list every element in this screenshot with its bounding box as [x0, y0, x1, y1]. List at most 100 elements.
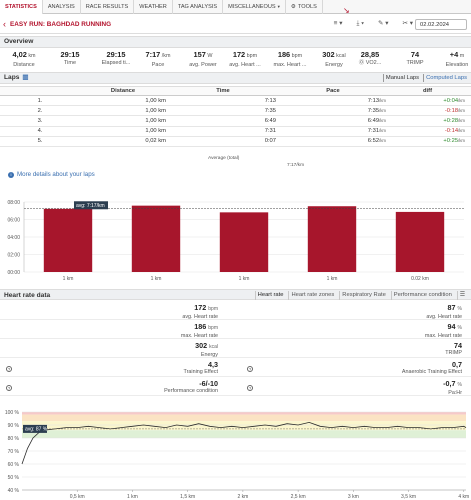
lap-diff-unit: /km — [458, 107, 465, 113]
y-tick-label: 50 % — [8, 475, 20, 481]
lap-distance: 1,00 km — [80, 95, 170, 107]
tools-dropdown-button[interactable]: ✂ ▾ — [402, 20, 413, 27]
hr-stat-label: Training Effect — [183, 369, 218, 375]
tab-tag-analysis[interactable]: TAG ANALYSIS — [173, 0, 224, 14]
overview-stat: +4 m Elevation — [434, 50, 471, 69]
heart-rate-line[interactable] — [21, 421, 467, 465]
overview-number: 186 — [277, 50, 291, 59]
tab-tools[interactable]: ⚙ TOOLS — [286, 0, 323, 14]
table-row[interactable]: 5. 0,02 km 0:07 6:52/km +0:25/km — [0, 136, 471, 147]
hr-stat-label: Energy — [200, 352, 218, 358]
pace-bar[interactable] — [43, 208, 93, 272]
lap-diff: +0:28 — [443, 117, 459, 124]
lap-time: 7:31 — [170, 126, 280, 137]
lap-diff-cell: +0:04/km — [390, 95, 471, 107]
y-tick-label: 02:00 — [7, 253, 20, 259]
pace-bar[interactable] — [395, 211, 445, 272]
hr-tab-4[interactable]: Performance condition — [390, 291, 454, 300]
hr-stat-value: 0,7 — [252, 360, 462, 369]
lap-number: 2. — [0, 105, 80, 117]
pace-bar[interactable] — [219, 212, 269, 272]
y-tick-label: 04:00 — [7, 235, 20, 241]
col-pace[interactable]: Pace — [280, 86, 390, 96]
x-tick-label: 1 km — [239, 276, 250, 282]
average-tag — [23, 424, 47, 433]
laps-mode-toggle: Manual Laps Computed Laps — [382, 74, 467, 82]
pace-bar[interactable] — [131, 205, 181, 272]
hr-stat-number: 302 — [195, 341, 208, 350]
hr-stat-label: Pa:Hr — [448, 390, 462, 396]
table-row[interactable]: 2. 1,00 km 7:35 7:35/km -0:18/km — [0, 105, 471, 117]
hr-tab-5[interactable]: ☰ — [456, 291, 467, 300]
download-dropdown-button[interactable]: ⤓ ▾ — [356, 20, 364, 27]
overview-value: 172 bpm — [222, 50, 268, 61]
hr-stat-label: TRIMP — [445, 350, 462, 356]
help-icon[interactable]: ? — [247, 366, 253, 372]
tab-miscellaneous[interactable]: MISCELLANEOUS ▾ — [223, 0, 286, 14]
table-row[interactable]: 4. 1,00 km 7:31 7:31/km -0:14/km — [0, 126, 471, 137]
date-field[interactable] — [415, 19, 467, 30]
col-distance[interactable]: Distance — [80, 86, 170, 96]
hr-stat-value: 186 bpm — [8, 322, 218, 333]
overview-number: 4,02 — [12, 50, 27, 59]
col-diff[interactable]: diff — [390, 86, 471, 96]
hr-stat-number: 94 — [447, 322, 456, 331]
hr-tab-1[interactable]: Heart rate — [254, 291, 286, 300]
hr-stat-right: 0,7 Anaerobic Training Effect — [252, 360, 462, 376]
tab-race-results[interactable]: RACE RESULTS — [81, 0, 135, 14]
heart-rate-tabs: Heart rate Heart rate zones Respiratory Ra… — [254, 291, 467, 300]
x-tick-label: 0,5 km — [70, 494, 85, 500]
lap-pace-unit: /km — [379, 107, 386, 113]
overview-unit-text: kcal — [336, 53, 346, 59]
tab-statistics[interactable]: STATISTICS — [0, 0, 43, 14]
lap-pace: 6:49 — [367, 117, 380, 124]
hr-stat-number: -6/-10 — [199, 379, 218, 388]
back-icon[interactable]: ‹ — [3, 19, 6, 29]
hr-stat-right: -0,7 % Pa:Hr — [252, 379, 462, 397]
zone-band-orange — [22, 414, 466, 422]
manual-laps-tab[interactable]: Manual Laps — [382, 74, 419, 82]
overview-unit-text: km — [28, 53, 36, 59]
bar-chart-icon[interactable]: ▥ — [22, 74, 29, 81]
x-tick-label: 3 km — [348, 494, 359, 500]
overview-label: max. Heart ... — [273, 62, 307, 68]
help-icon[interactable]: ? — [247, 385, 253, 391]
lap-diff: -0:18 — [444, 107, 459, 114]
lap-diff-unit: /km — [458, 128, 465, 134]
hr-stat-number: 0,7 — [452, 360, 462, 369]
overview-value: 29:15 — [93, 50, 139, 59]
table-row[interactable]: 3. 1,00 km 6:49 6:49/km +0:28/km — [0, 115, 471, 127]
pace-bar[interactable] — [307, 206, 357, 272]
overview-number: 7:17 — [145, 50, 161, 59]
lap-number: 3. — [0, 115, 80, 127]
lap-diff-unit: /km — [458, 117, 465, 123]
hr-tab-2[interactable]: Heart rate zones — [288, 291, 336, 300]
hr-tab-3[interactable]: Respiratory Rate — [339, 291, 388, 300]
overview-heading: Overview — [0, 36, 471, 48]
hr-stat-number: 172 — [194, 303, 207, 312]
overview-unit-text: /km — [161, 53, 171, 59]
x-tick-label: 1 km — [63, 276, 74, 282]
hr-stat-right: 74 TRIMP — [252, 341, 462, 357]
hr-stat-value: 302 kcal — [8, 341, 218, 352]
hr-stat-value: 4,3 — [8, 360, 218, 369]
hr-stat-unit: kcal — [209, 344, 218, 350]
lap-pace: 7:31 — [367, 128, 380, 135]
tab-weather[interactable]: WEATHER — [134, 0, 173, 14]
help-icon[interactable]: ? — [6, 366, 12, 372]
overview-number: 29:15 — [60, 50, 80, 59]
table-row[interactable]: 1. 1,00 km 7:13 7:13/km +0:04/km — [0, 95, 471, 107]
overview-label: Distance — [13, 62, 35, 68]
tab-analysis[interactable]: ANALYSIS — [43, 0, 81, 14]
lap-diff: -0:14 — [444, 128, 459, 135]
edit-dropdown-button[interactable]: ✎ ▾ — [377, 20, 389, 27]
info-icon: i — [8, 172, 14, 178]
col-time[interactable]: Time — [170, 86, 280, 96]
menu-dropdown-button[interactable]: ≡ ▾ — [333, 20, 343, 27]
help-icon[interactable]: ? — [6, 385, 12, 391]
computed-laps-tab[interactable]: Computed Laps — [423, 74, 467, 82]
overview-stat: 172 bpm avg. Heart ... — [222, 50, 268, 69]
more-details-link[interactable]: i More details about your laps — [8, 171, 95, 179]
tab-label: STATISTICS — [5, 4, 37, 10]
overview-number: 74 — [410, 50, 420, 59]
